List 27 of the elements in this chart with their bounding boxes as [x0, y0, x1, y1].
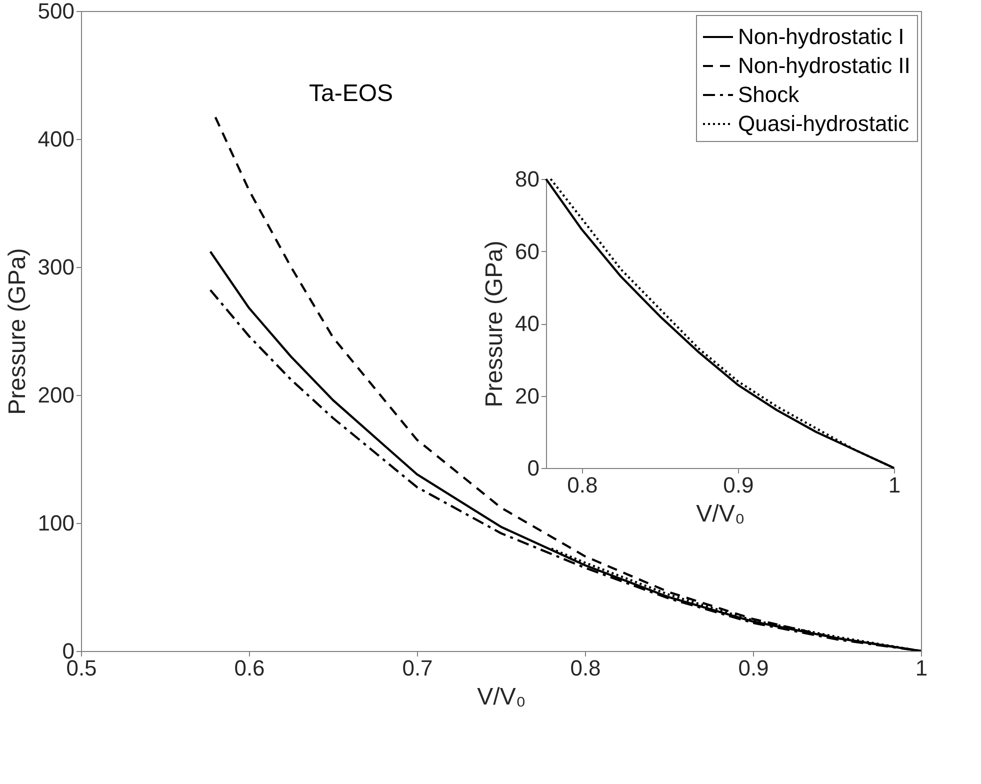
x-tick-label: 0.8 [567, 472, 598, 498]
legend-label: Shock [738, 82, 800, 107]
y-tick-label: 0 [527, 456, 540, 480]
x-tick-label: 0.7 [402, 656, 433, 680]
y-tick-label: 60 [515, 238, 540, 264]
legend-label: Non-hydrostatic II [738, 53, 910, 78]
x-axis-title: V/V₀ [477, 684, 526, 710]
x-tick-label: 1 [915, 656, 928, 680]
y-tick-label: 200 [38, 382, 74, 408]
x-tick-label: 0.6 [234, 656, 265, 680]
text: Ta-EOS [308, 80, 394, 107]
legend-label: Non-hydrostatic I [738, 24, 904, 49]
legend-label: Quasi-hydrostatic [738, 111, 910, 136]
y-tick-label: 100 [38, 510, 74, 536]
y-tick-label: 40 [515, 311, 540, 336]
x-axis-title: V/V₀ [696, 500, 745, 528]
y-tick-label: 80 [515, 166, 540, 192]
x-tick-label: 0.9 [723, 472, 754, 498]
y-tick-label: 300 [38, 254, 74, 280]
y-axis-title: Pressure (GPa) [481, 240, 508, 408]
x-tick-label: 1 [888, 472, 901, 498]
y-tick-label: 500 [38, 0, 74, 24]
x-tick-label: 0.8 [570, 656, 601, 680]
y-tick-label: 20 [515, 383, 540, 408]
y-tick-label: 400 [38, 126, 74, 152]
x-tick-label: 0.9 [738, 656, 769, 680]
y-axis-title: Pressure (GPa) [4, 248, 31, 415]
